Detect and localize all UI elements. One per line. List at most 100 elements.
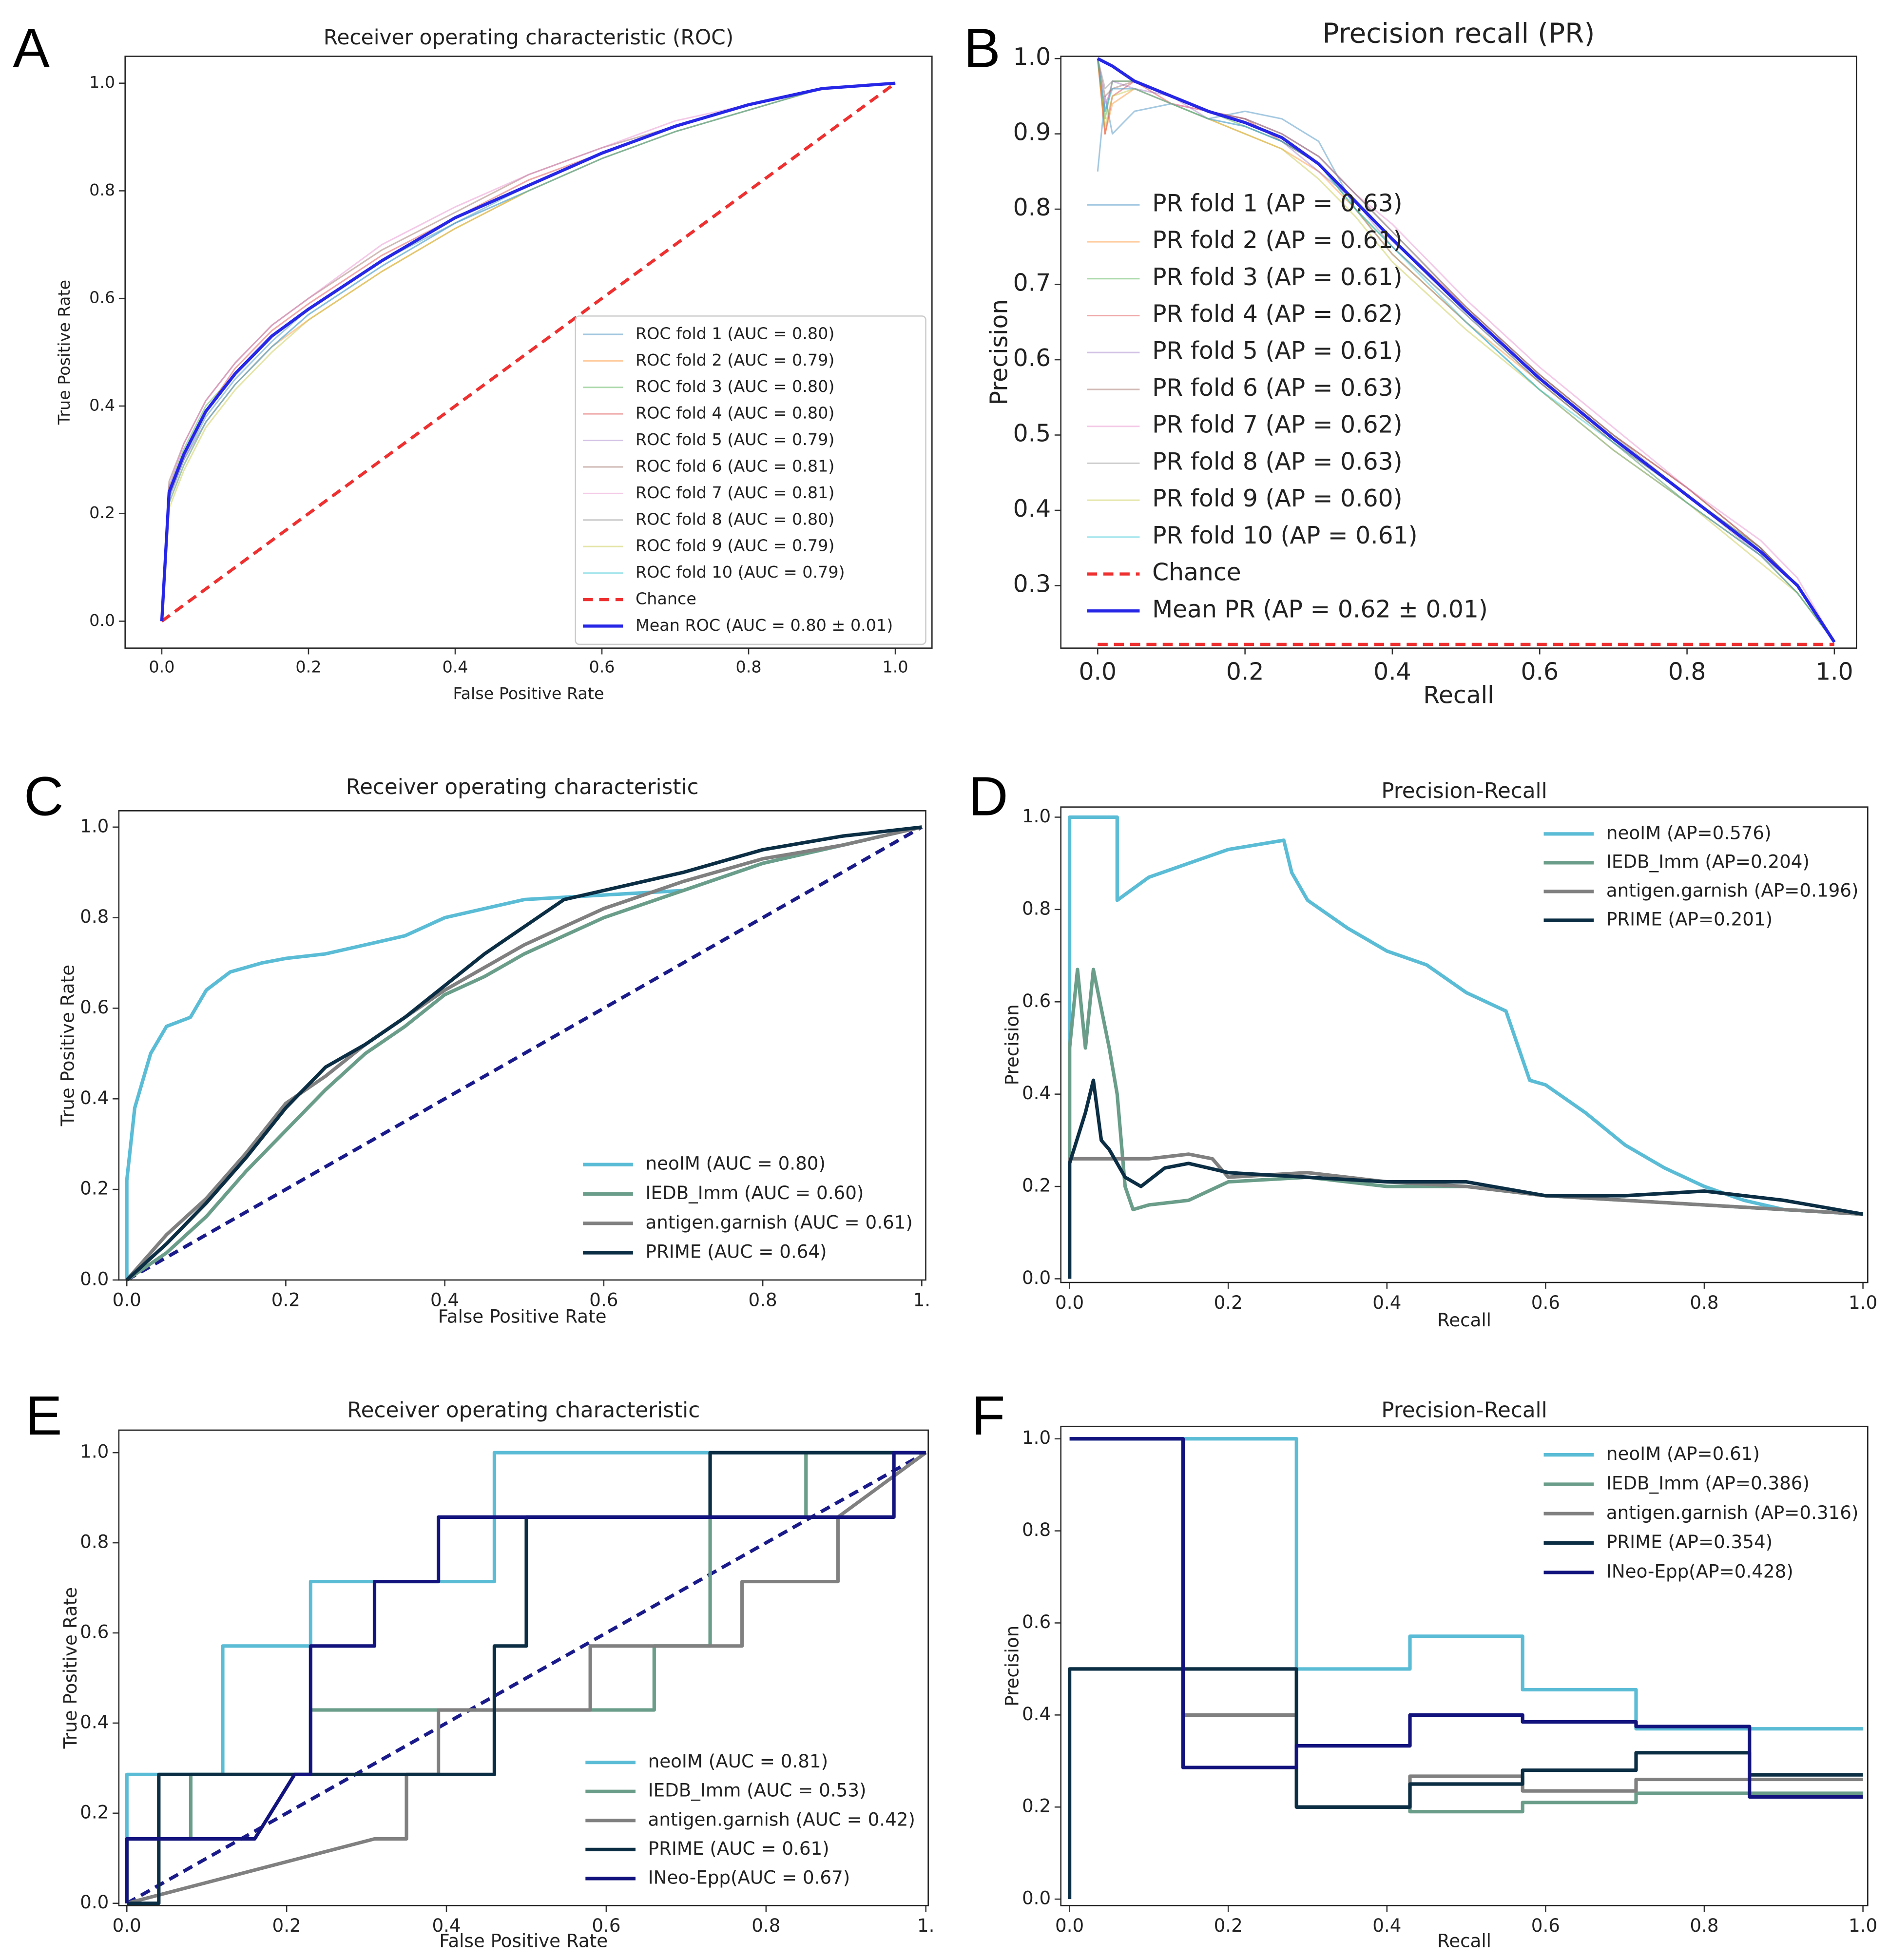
x-tick-label: 0.0 [1055,1915,1084,1936]
y-tick-label: 0.3 [1013,570,1051,598]
x-tick-label: 0.4 [1373,658,1411,686]
x-tick-label: 0.6 [592,1915,620,1936]
x-tick-label: 0.4 [442,658,468,677]
x-tick-label: 0.0 [113,1289,141,1311]
x-tick-label: 0.0 [1079,658,1117,686]
legend-label: PR fold 5 (AP = 0.61) [1152,337,1403,365]
x-tick-label: 0.0 [149,658,174,677]
y-tick-label: 1.0 [1022,1427,1051,1448]
legend-label: Mean PR (AP = 0.62 ± 0.01) [1152,595,1488,623]
legend-label: IEDB_Imm (AUC = 0.60) [646,1182,864,1203]
panel-label: B [964,18,1000,79]
y-tick-label: 0.7 [1013,269,1051,297]
y-axis-label: Precision [1002,1626,1023,1707]
legend-label: ROC fold 8 (AUC = 0.80) [636,509,834,528]
y-tick-label: 0.0 [80,1268,109,1289]
y-tick-label: 0.9 [1013,118,1051,146]
legend-label: INeo-Epp(AP=0.428) [1606,1560,1793,1582]
legend-label: Mean ROC (AUC = 0.80 ± 0.01) [636,616,893,635]
y-axis-label: True Positive Rate [57,965,78,1126]
x-tick-label: 0.4 [430,1289,459,1311]
x-tick-label: 0.2 [271,1289,300,1311]
y-tick-label: 0.4 [1022,1082,1051,1104]
x-tick-label: 1. [917,1915,935,1936]
x-tick-label: 1.0 [883,658,908,677]
x-tick-label: 0.8 [736,658,762,677]
y-tick-label: 0.6 [89,288,115,307]
y-tick-label: 1.0 [80,815,109,836]
series-line [125,825,922,1281]
legend-label: PR fold 1 (AP = 0.63) [1152,189,1403,217]
panel-label: F [971,1385,1005,1446]
y-axis-label: True Positive Rate [59,1587,81,1749]
x-tick-label: 0.4 [1372,1915,1401,1936]
chart-title: Receiver operating characteristic (ROC) [324,25,733,49]
panel: F Precision-Recall Recall Precision 0.0 0.2 0.… [971,1385,1877,1951]
y-tick-label: 0.4 [1022,1703,1051,1725]
x-tick-label: 0.8 [1690,1292,1718,1313]
series-line [125,825,923,1281]
x-tick-label: 0.8 [1668,658,1706,686]
chart-title: Precision-Recall [1381,1398,1547,1422]
legend-label: ROC fold 10 (AUC = 0.79) [636,563,845,582]
legend-label: PR fold 8 (AP = 0.63) [1152,447,1403,475]
series-line [1068,1078,1864,1279]
y-tick-label: 0.8 [80,1531,109,1552]
x-tick-label: 0.2 [295,658,321,677]
series-line [1097,57,1836,643]
series-line [161,82,896,621]
axes-frame [118,810,926,1281]
series-line [126,825,923,1281]
legend-label: neoIM (AUC = 0.80) [646,1153,826,1174]
legend-label: PR fold 9 (AP = 0.60) [1152,485,1403,512]
y-tick-label: 0.2 [80,1178,109,1199]
x-tick-label: 0.2 [272,1915,301,1936]
legend-label: antigen.garnish (AP=0.316) [1606,1502,1859,1523]
legend-label: ROC fold 4 (AUC = 0.80) [636,404,834,423]
legend-label: ROC fold 6 (AUC = 0.81) [636,456,834,475]
series-line [161,82,896,623]
y-tick-label: 0.4 [1013,495,1051,523]
y-tick-label: 0.4 [89,395,115,414]
x-axis-label: Recall [1437,1309,1491,1331]
legend-label: antigen.garnish (AP=0.196) [1606,879,1859,901]
y-tick-label: 1.0 [80,1441,109,1462]
y-tick-label: 0.2 [89,503,115,522]
chart-title: Precision-Recall [1381,779,1547,803]
legend-label: IEDB_Imm (AUC = 0.53) [648,1780,867,1801]
legend-label: PR fold 6 (AP = 0.63) [1152,374,1403,402]
series-line [1097,58,1835,643]
series-line [1097,58,1835,643]
axes-frame [118,1429,929,1906]
legend-frame [575,315,926,645]
series-line [1068,1152,1863,1279]
series-line [160,81,896,621]
y-axis-label: True Positive Rate [55,280,74,425]
x-tick-label: 0.6 [589,1289,618,1311]
legend-label: neoIM (AP=0.61) [1606,1443,1760,1464]
legend-label: PR fold 10 (AP = 0.61) [1152,522,1418,549]
y-tick-label: 0.6 [1022,990,1051,1011]
y-tick-label: 0.8 [80,906,109,927]
x-tick-label: 1.0 [1849,1292,1877,1313]
x-axis-label: False Positive Rate [453,684,604,703]
series-line [161,82,896,621]
y-tick-label: 0.0 [80,1891,109,1913]
y-tick-label: 0.8 [1022,1519,1051,1540]
legend-label: Chance [636,589,696,608]
legend-label: ROC fold 1 (AUC = 0.80) [636,324,834,343]
x-tick-label: 0.6 [1521,658,1559,686]
x-tick-label: 1. [913,1289,931,1311]
x-axis-label: False Positive Rate [439,1930,608,1951]
y-tick-label: 1.0 [89,73,115,92]
legend-label: ROC fold 2 (AUC = 0.79) [636,350,834,369]
y-tick-label: 0.6 [80,996,109,1018]
x-tick-label: 0.2 [1226,658,1264,686]
legend-label: IEDB_Imm (AP=0.386) [1606,1472,1810,1494]
reference-line [126,825,923,1282]
y-tick-label: 0.6 [80,1621,109,1642]
series-line [161,82,896,621]
legend-label: ROC fold 7 (AUC = 0.81) [636,483,834,502]
series-line [1068,815,1863,1279]
